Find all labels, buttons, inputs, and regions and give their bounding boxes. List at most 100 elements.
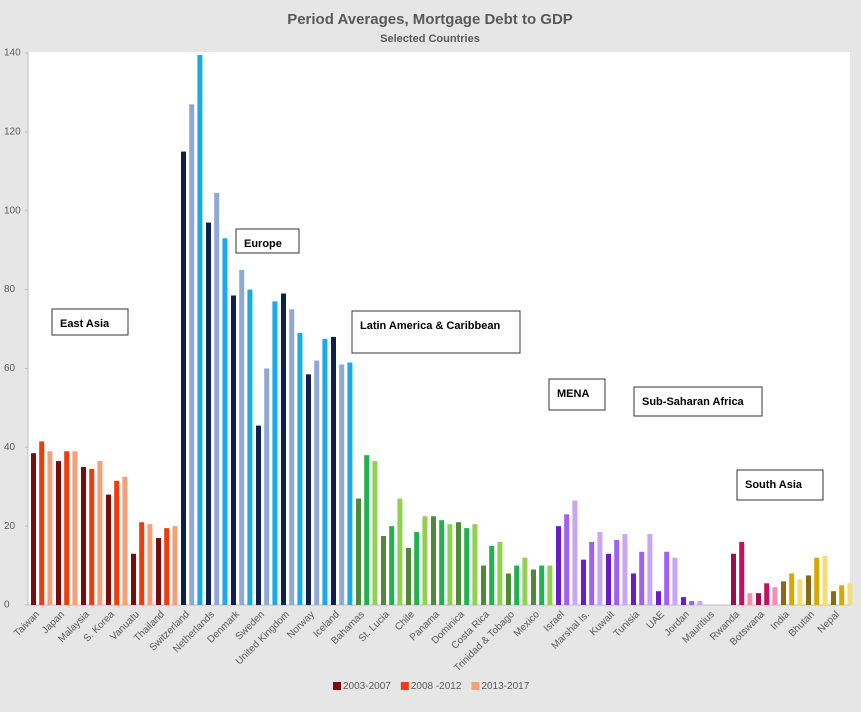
bar [281,293,286,605]
bar [764,583,770,605]
bar [181,151,186,606]
region-label: Latin America & Caribbean [360,320,500,332]
bar [731,553,736,605]
bar [756,593,761,605]
bar [697,601,703,605]
bar [239,269,245,605]
x-tick-label: Tunisia [612,609,643,640]
bar [214,192,220,605]
bar [364,455,370,605]
bar [206,222,211,606]
bar [347,362,353,605]
bar [372,461,378,605]
bar [464,528,470,605]
bar [672,557,678,605]
bar [689,601,695,605]
bar [664,551,670,605]
bar [189,104,195,605]
bar [589,541,595,605]
bar [56,461,61,605]
bar [414,532,420,605]
region-box [736,469,824,501]
bar [197,54,203,605]
x-tick-label: Mexico [512,609,542,639]
region-box [633,386,763,417]
bar [547,565,553,605]
chart-subtitle: Selected Countries [380,33,480,45]
x-tick-label: UAE [645,609,668,632]
y-tick-label: 0 [4,600,10,611]
bar [597,532,603,605]
bar [747,593,753,605]
bar [156,537,161,605]
bar [622,534,628,605]
bar [381,536,386,605]
bar [797,579,803,605]
bar [606,553,611,605]
bar [97,461,103,605]
y-tick-label: 40 [4,442,16,453]
bar [389,526,395,605]
y-tick-label: 120 [4,126,21,137]
bar [289,309,295,605]
bar [264,368,270,605]
x-tick-label: Norway [285,609,317,641]
bar [272,301,278,605]
legend-swatch [333,682,341,690]
bar [422,516,428,605]
region-label: Sub-Saharan Africa [642,396,745,408]
legend-label: 2008 -2012 [411,681,462,692]
y-tick-label: 140 [4,48,21,59]
bar [322,338,328,605]
bar [122,476,128,605]
bar [656,591,661,605]
bar [556,526,561,605]
bar [531,569,536,605]
region-box [235,228,300,254]
bar [847,583,853,605]
bar [139,522,145,605]
bar [839,585,845,605]
x-tick-label: Bhutan [787,609,817,639]
bar [489,545,495,605]
bar [172,526,178,605]
bar [222,238,228,606]
bar [106,494,111,605]
legend-swatch [400,682,409,690]
bar [772,587,778,605]
bar [472,524,478,605]
bar [356,498,361,605]
bar [614,539,620,605]
bar [306,374,311,605]
legend-label: 2013-2017 [481,681,529,692]
y-tick-label: 20 [4,521,16,532]
bar [114,480,120,605]
region-label: East Asia [60,318,110,330]
bar [681,597,686,605]
bar [297,332,303,605]
bar [447,524,453,605]
bar [564,514,570,605]
region-box [51,308,129,336]
bar [64,451,70,605]
bar [831,591,836,605]
bar [781,581,786,605]
region-label: MENA [557,388,589,400]
bar [81,467,86,605]
bar [72,451,78,605]
y-tick-label: 80 [4,284,16,295]
bar [514,565,520,605]
bar [539,565,545,605]
bar [739,541,745,605]
bar [164,528,170,605]
bar [581,559,586,605]
bar [789,573,795,605]
bar [814,557,820,605]
legend-label: 2003-2007 [343,681,391,692]
bar [89,468,95,605]
region-label: Europe [244,238,282,250]
bar [39,441,45,605]
bar [47,451,53,605]
bar [506,573,511,605]
